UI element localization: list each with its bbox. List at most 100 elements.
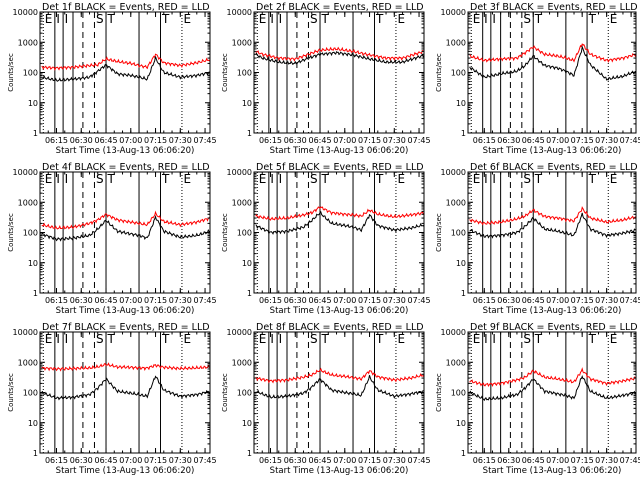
x-tick-label: 06:30 — [70, 456, 93, 465]
events-series-line — [469, 374, 637, 402]
event-marker-label: E — [183, 172, 191, 186]
event-marker-label: T — [588, 172, 597, 186]
y-tick-label: 10000 — [441, 8, 466, 17]
x-axis-label: Start Time (13-Aug-13 06:06:20) — [56, 466, 195, 476]
event-marker-label: S — [310, 12, 318, 26]
x-axis-label: Start Time (13-Aug-13 06:06:20) — [483, 306, 622, 316]
plot-frame — [467, 11, 637, 134]
event-marker-label: E — [397, 12, 405, 26]
x-tick-label: 07:30 — [169, 456, 192, 465]
events-series-line — [255, 375, 425, 399]
event-marker-label: I — [56, 332, 60, 346]
y-tick-label: 1000 — [232, 38, 252, 47]
x-tick-label: 06:15 — [473, 456, 496, 465]
event-marker-label: I — [279, 332, 283, 346]
x-tick-label: 06:45 — [522, 456, 545, 465]
x-tick-label: 06:15 — [45, 456, 68, 465]
x-tick-label: 07:00 — [119, 136, 142, 145]
x-tick-label: 07:15 — [358, 136, 381, 145]
x-tick-label: 06:15 — [45, 136, 68, 145]
event-marker-label: I — [492, 12, 496, 26]
lld-series-line — [469, 43, 637, 63]
x-tick-label: 07:30 — [383, 136, 406, 145]
panel-title: Det 1f BLACK = Events, RED = LLD — [42, 2, 210, 13]
panel-title: Det 2f BLACK = Events, RED = LLD — [256, 2, 424, 13]
y-axis-label: Counts/sec — [7, 213, 15, 252]
y-tick-label: 10 — [28, 99, 38, 108]
x-tick-label: 07:00 — [333, 296, 356, 305]
x-tick-label: 07:30 — [169, 136, 192, 145]
y-tick-label: 100 — [23, 229, 38, 238]
y-axis-label: Counts/sec — [221, 53, 229, 92]
y-tick-label: 100 — [451, 229, 466, 238]
events-series-line — [41, 375, 211, 401]
lld-series-line — [255, 46, 425, 62]
x-tick-label: 06:30 — [284, 296, 307, 305]
x-axis-label: Start Time (13-Aug-13 06:06:20) — [56, 146, 195, 156]
panel-title: Det 8f BLACK = Events, RED = LLD — [256, 322, 424, 333]
event-marker-label: I — [492, 172, 496, 186]
event-marker-label: T — [588, 332, 597, 346]
y-tick-label: 100 — [23, 69, 38, 78]
y-tick-label: 10000 — [227, 168, 252, 177]
x-tick-label: 07:15 — [571, 296, 594, 305]
x-tick-label: 06:45 — [94, 136, 117, 145]
x-tick-label: 07:45 — [194, 136, 217, 145]
event-marker-label: T — [321, 12, 330, 26]
x-tick-label: 07:45 — [194, 456, 217, 465]
x-tick-label: 07:00 — [333, 136, 356, 145]
lld-series-line — [41, 210, 211, 230]
y-tick-label: 1 — [33, 129, 38, 138]
y-tick-label: 10000 — [227, 328, 252, 337]
y-tick-label: 1 — [247, 449, 252, 458]
y-tick-label: 10 — [242, 419, 252, 428]
events-series-line — [41, 56, 211, 82]
x-tick-label: 06:15 — [259, 136, 282, 145]
x-tick-label: 07:30 — [383, 456, 406, 465]
x-tick-label: 07:15 — [144, 456, 167, 465]
y-tick-label: 1 — [461, 449, 466, 458]
event-marker-label: E — [610, 172, 618, 186]
x-tick-label: 06:30 — [284, 136, 307, 145]
event-marker-label: I — [484, 172, 488, 186]
event-marker-label: S — [523, 332, 531, 346]
x-tick-label: 07:00 — [333, 456, 356, 465]
y-tick-label: 1000 — [446, 38, 466, 47]
event-marker-label: I — [484, 332, 488, 346]
x-tick-label: 07:30 — [169, 296, 192, 305]
event-marker-label: E — [183, 332, 191, 346]
y-tick-label: 1000 — [18, 358, 38, 367]
y-tick-label: 10000 — [441, 328, 466, 337]
x-tick-label: 06:15 — [45, 296, 68, 305]
x-tick-label: 06:30 — [497, 456, 520, 465]
x-axis-label: Start Time (13-Aug-13 06:06:20) — [483, 466, 622, 476]
y-tick-label: 1 — [247, 129, 252, 138]
x-tick-label: 06:15 — [473, 296, 496, 305]
panel-title: Det 3f BLACK = Events, RED = LLD — [470, 2, 638, 13]
event-marker-label: E — [259, 172, 267, 186]
x-tick-label: 06:45 — [94, 456, 117, 465]
x-tick-label: 06:30 — [497, 296, 520, 305]
y-tick-label: 10 — [456, 99, 466, 108]
y-tick-label: 1 — [247, 289, 252, 298]
y-tick-label: 10000 — [13, 168, 38, 177]
y-axis-label: Counts/sec — [435, 373, 443, 412]
x-axis-label: Start Time (13-Aug-13 06:06:20) — [56, 306, 195, 316]
event-marker-label: E — [473, 12, 481, 26]
x-tick-label: 07:15 — [358, 456, 381, 465]
event-marker-label: E — [45, 332, 53, 346]
event-marker-label: I — [270, 12, 274, 26]
y-axis-label: Counts/sec — [435, 53, 443, 92]
y-axis-label: Counts/sec — [221, 213, 229, 252]
y-tick-label: 1000 — [18, 38, 38, 47]
x-tick-label: 07:45 — [194, 296, 217, 305]
y-tick-label: 100 — [451, 69, 466, 78]
y-tick-label: 1 — [461, 129, 466, 138]
event-marker-label: I — [65, 172, 69, 186]
lld-series-line — [469, 206, 637, 226]
